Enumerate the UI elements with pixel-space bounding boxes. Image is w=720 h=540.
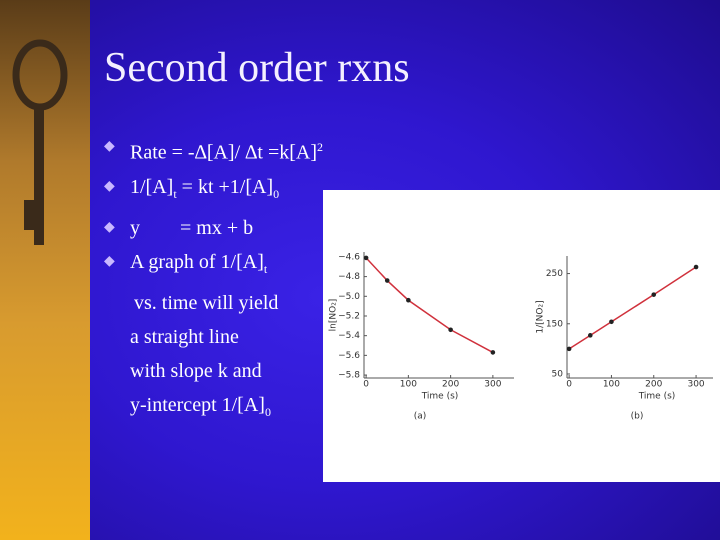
- data-line: [365, 257, 494, 354]
- text: = kt +1/[A]: [176, 175, 274, 198]
- x-tick-label: 100: [400, 380, 417, 390]
- bullet: A graph of 1/[A]t vs. time will yield a …: [104, 245, 323, 429]
- x-axis-label: Time (s): [638, 392, 676, 402]
- x-tick-label: 0: [566, 380, 572, 390]
- x-tick-label: 200: [645, 380, 662, 390]
- bullet: 1/[A]t = kt +1/[A]0: [104, 170, 323, 211]
- bullet: y = mx + b: [104, 211, 323, 245]
- caption: (a): [414, 412, 427, 422]
- y-axis-label: ln[NO₂]: [329, 299, 339, 332]
- text: 2: [316, 140, 323, 154]
- figure: 0 100 200 300 −4.6 −4.8 −5.0 −5.2 −5.4 −5.6 −5.8 ln…: [323, 190, 720, 482]
- text: t: [173, 186, 177, 201]
- title: Second order rxns: [104, 45, 410, 91]
- x-tick-label: 300: [484, 380, 501, 390]
- data-point: [490, 350, 496, 355]
- text: 0: [273, 186, 280, 201]
- caption: (b): [631, 412, 644, 422]
- data-point: [651, 292, 657, 297]
- bullet: Rate = -∆[A]/ ∆t =k[A]2: [104, 130, 323, 170]
- bullet-list: Rate = -∆[A]/ ∆t =k[A]2 1/[A]t = kt +1/[…: [104, 130, 323, 429]
- y-tick-label: 250: [546, 269, 563, 279]
- data-point: [384, 278, 390, 283]
- data-point: [448, 327, 453, 333]
- y-tick-label: −5.6: [338, 351, 360, 361]
- x-tick-label: 100: [603, 380, 620, 390]
- x-tick-label: 300: [687, 380, 704, 390]
- text: Rate = -∆[A]/ ∆t =k[A]: [130, 141, 317, 164]
- text: t: [263, 261, 268, 276]
- x-axis-label: Time (s): [421, 392, 459, 402]
- text: 1/[A]: [130, 175, 174, 198]
- x-tick-label: 0: [363, 380, 369, 390]
- y-tick-label: −5.2: [338, 311, 360, 321]
- text: with slope k and: [130, 359, 262, 382]
- data-point: [406, 297, 411, 303]
- data-point: [693, 264, 699, 270]
- data-line: [568, 266, 697, 350]
- text: 0: [264, 404, 271, 419]
- text: a straight line: [130, 325, 239, 348]
- y-tick-label: 50: [552, 369, 564, 379]
- y-tick-label: −4.8: [338, 272, 360, 282]
- key-image: [0, 0, 90, 540]
- text: y-intercept 1/[A]: [130, 393, 265, 416]
- y-tick-label: −5.8: [338, 371, 360, 381]
- data-point: [609, 319, 614, 325]
- text: y = mx + b: [130, 216, 254, 239]
- y-tick-label: 150: [546, 319, 563, 329]
- data-point: [566, 346, 572, 352]
- x-tick-label: 200: [442, 380, 459, 390]
- text: A graph of 1/[A]: [130, 250, 264, 273]
- y-tick-label: −4.6: [338, 252, 360, 262]
- text: vs. time will yield: [134, 291, 279, 314]
- y-tick-label: −5.0: [338, 292, 360, 302]
- y-axis-label: 1/[NO₂]: [536, 300, 546, 333]
- data-point: [587, 333, 593, 338]
- data-point: [363, 255, 369, 261]
- y-tick-label: −5.4: [338, 331, 360, 341]
